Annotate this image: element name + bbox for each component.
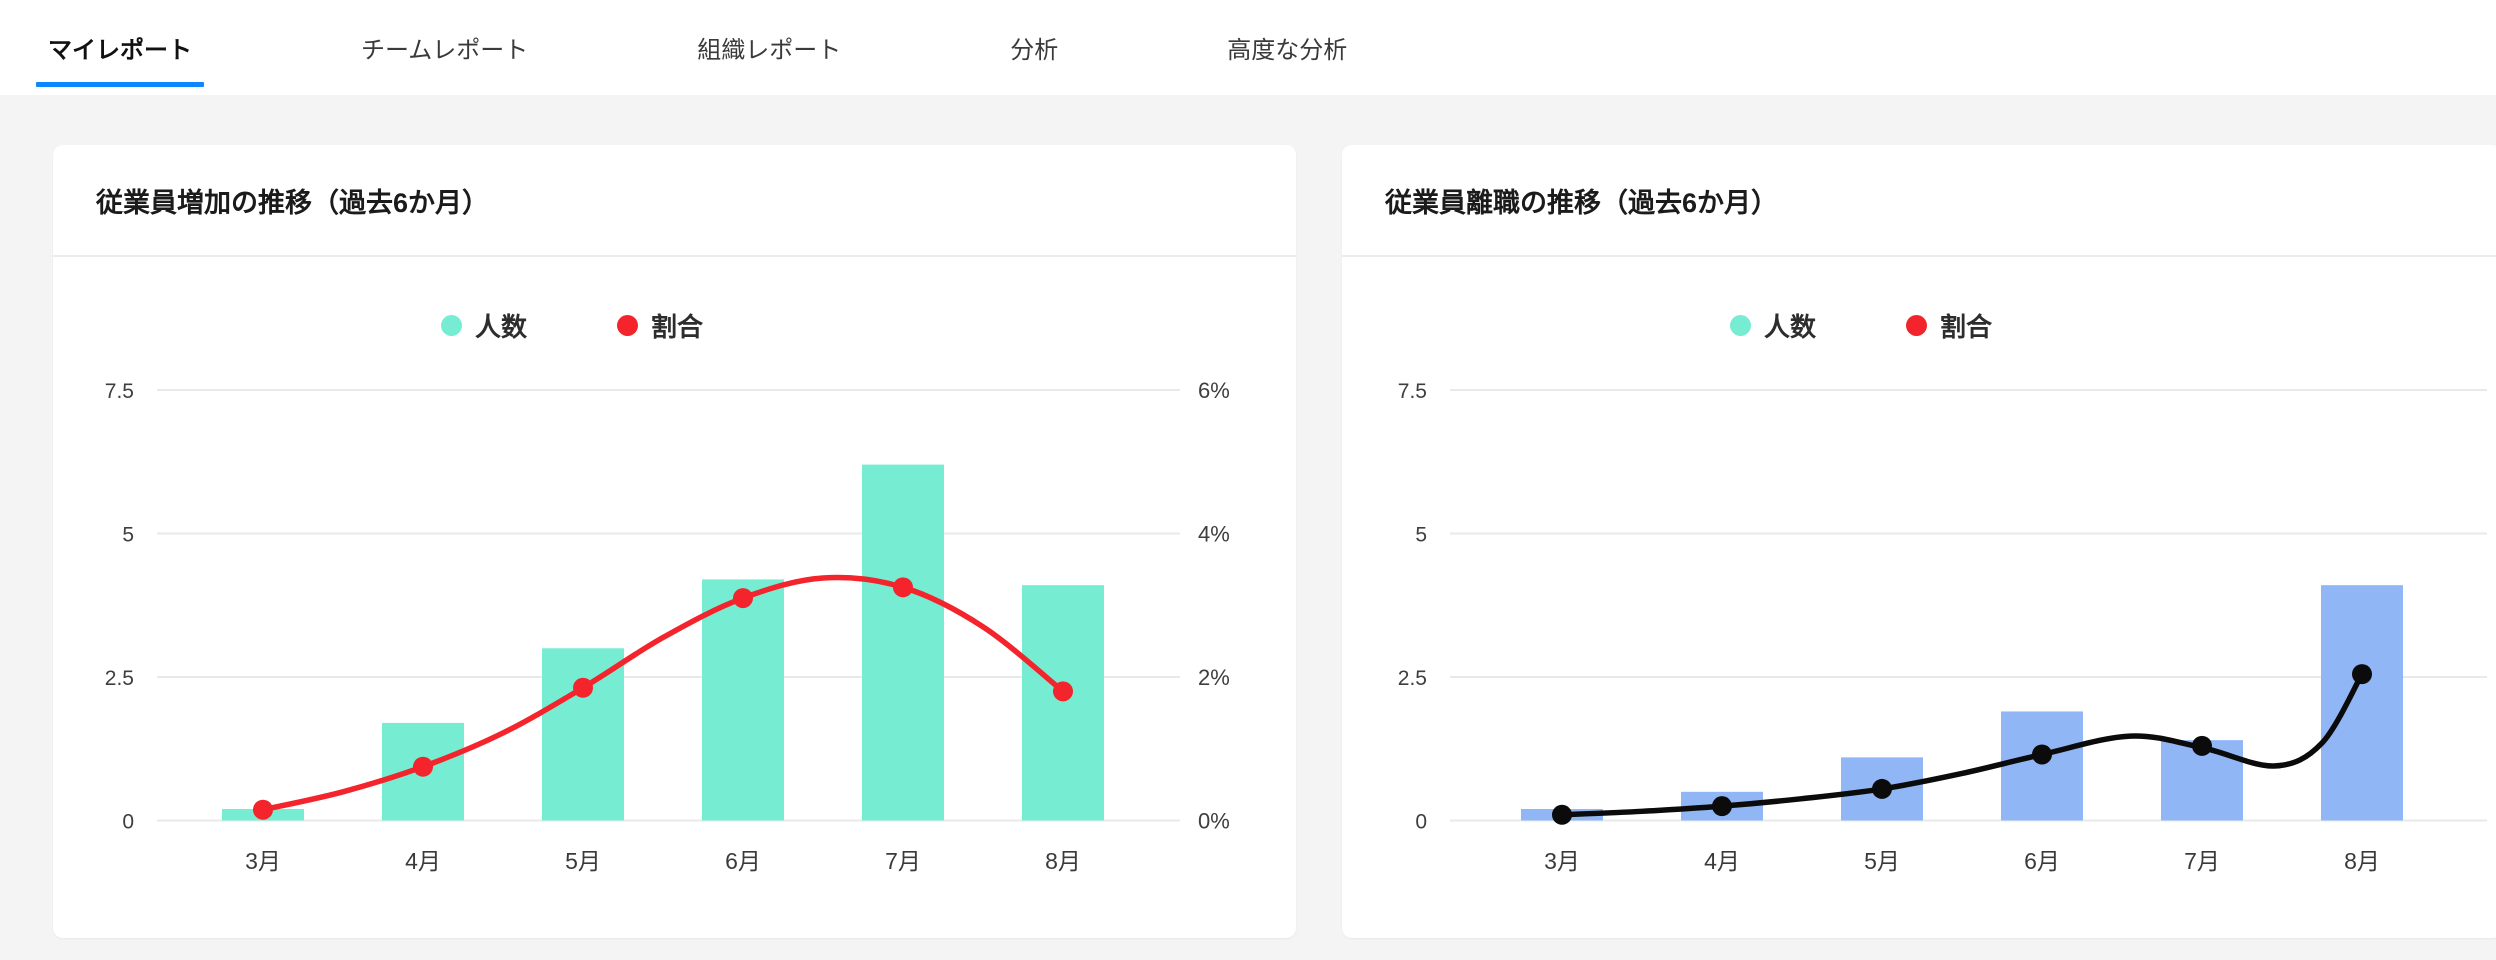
svg-text:7月: 7月 [885,848,921,874]
growth-chart-canvas: 0 2.5 5 7.5 0% 2% 4% 6% 3月 4月 5月 6月 7月 8月 [105,378,1230,874]
chart-legend: 人数 割合 [441,307,703,344]
legend-item-ratio[interactable]: 割合 [617,307,703,344]
svg-text:6%: 6% [1198,378,1230,403]
svg-text:3月: 3月 [245,848,281,874]
svg-text:7月: 7月 [2184,848,2220,874]
svg-text:8月: 8月 [2344,848,2380,874]
svg-text:0: 0 [1415,811,1427,834]
card-header: 従業員離職の推移（過去6か月） [1342,145,2496,257]
tab-1[interactable]: チームレポート [349,0,540,95]
legend-label: 人数 [1764,312,1817,342]
tab-label: 分析 [1010,37,1059,64]
svg-text:6月: 6月 [725,848,761,874]
attrition-chart-canvas: 0 2.5 5 7.5 3月 4月 5月 6月 7月 8月 [1398,380,2487,874]
svg-text:5: 5 [122,524,134,547]
employee-growth-card: 従業員増加の推移（過去6か月） 人数 割合 0 2.5 5 7.5 0% 2% 4% 6% 3月 4… [53,145,1296,938]
svg-text:7.5: 7.5 [105,380,134,403]
attrition-chart-area: 人数 割合 0 2.5 5 7.5 3月 4月 5月 6月 7月 8月 [1342,257,2496,938]
legend-label: 割合 [651,312,704,342]
tab-label: 高度な分析 [1227,37,1348,64]
svg-text:4月: 4月 [1704,848,1740,874]
chart-title-attrition: 従業員離職の推移（過去6か月） [1385,187,1779,218]
legend-item-count[interactable]: 人数 [1730,307,1816,344]
legend-dot-icon [1906,315,1928,336]
chart-title-growth: 従業員増加の推移（過去6か月） [96,187,490,218]
legend-label: 割合 [1940,312,1993,342]
tab-2[interactable]: 組織レポート [685,0,853,95]
svg-text:5月: 5月 [1864,848,1900,874]
legend-dot-icon [441,315,462,336]
legend-dot-icon [617,315,639,336]
legend-item-count[interactable]: 人数 [441,307,527,344]
chart-legend: 人数 割合 [1730,307,1992,344]
svg-text:0: 0 [122,811,134,834]
svg-text:7.5: 7.5 [1398,380,1427,403]
svg-text:2%: 2% [1198,665,1230,690]
tab-3[interactable]: 分析 [998,0,1070,95]
svg-text:4%: 4% [1198,522,1230,547]
card-header: 従業員増加の推移（過去6か月） [53,145,1296,257]
growth-chart-area: 人数 割合 0 2.5 5 7.5 0% 2% 4% 6% 3月 4月 5月 6月 7月 8月 [53,257,1296,938]
tab-4[interactable]: 高度な分析 [1215,0,1359,95]
svg-text:8月: 8月 [1045,848,1081,874]
tab-bar: マイレポート チームレポート 組織レポート 分析 高度な分析 [0,0,2496,95]
svg-text:0%: 0% [1198,809,1230,834]
svg-text:5月: 5月 [565,848,601,874]
svg-text:2.5: 2.5 [105,667,134,690]
svg-text:2.5: 2.5 [1398,667,1427,690]
tab-label: チームレポート [361,37,529,64]
employee-attrition-card: 従業員離職の推移（過去6か月） 人数 割合 0 2.5 5 7.5 3月 4月 5月 6月 7月 8… [1342,145,2496,938]
legend-item-ratio[interactable]: 割合 [1906,307,1992,344]
tab-label: 組織レポート [697,37,842,64]
tab-label: マイレポート [48,37,192,64]
svg-text:3月: 3月 [1544,848,1580,874]
legend-label: 人数 [475,312,528,342]
svg-text:6月: 6月 [2024,848,2060,874]
svg-text:4月: 4月 [405,848,441,874]
reports-page: 従業員増加の推移（過去6か月） 人数 割合 0 2.5 5 7.5 0% 2% 4% 6% 3月 4… [0,95,2496,938]
legend-dot-icon [1730,315,1751,336]
svg-text:5: 5 [1415,524,1427,547]
tab-0-active[interactable]: マイレポート [36,0,204,95]
